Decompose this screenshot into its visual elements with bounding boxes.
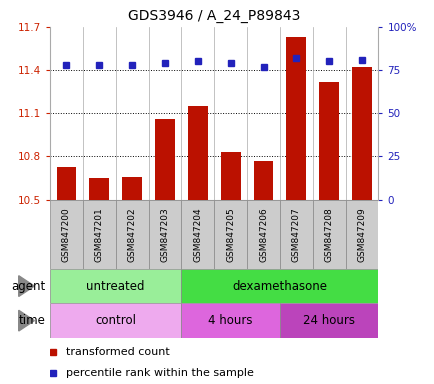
Text: GSM847205: GSM847205 bbox=[226, 207, 235, 262]
Text: GSM847207: GSM847207 bbox=[291, 207, 300, 262]
Text: GSM847206: GSM847206 bbox=[258, 207, 267, 262]
Text: dexamethasone: dexamethasone bbox=[232, 280, 327, 293]
Bar bbox=[345, 200, 378, 269]
Bar bbox=[115, 200, 148, 269]
Text: transformed count: transformed count bbox=[66, 347, 170, 358]
Bar bbox=[50, 200, 82, 269]
Bar bbox=[352, 67, 371, 200]
Text: GSM847200: GSM847200 bbox=[62, 207, 71, 262]
Polygon shape bbox=[19, 310, 34, 331]
Bar bbox=[319, 81, 338, 200]
Bar bbox=[214, 200, 247, 269]
Bar bbox=[155, 119, 174, 200]
Bar bbox=[82, 200, 115, 269]
Text: GSM847209: GSM847209 bbox=[357, 207, 366, 262]
Bar bbox=[220, 152, 240, 200]
Text: GSM847203: GSM847203 bbox=[160, 207, 169, 262]
Text: agent: agent bbox=[11, 280, 46, 293]
Text: percentile rank within the sample: percentile rank within the sample bbox=[66, 367, 254, 377]
Bar bbox=[253, 161, 273, 200]
Bar bbox=[181, 269, 378, 303]
Bar bbox=[50, 269, 181, 303]
Text: GSM847202: GSM847202 bbox=[127, 207, 136, 262]
Bar bbox=[279, 200, 312, 269]
Text: 24 hours: 24 hours bbox=[302, 314, 355, 327]
Polygon shape bbox=[19, 276, 34, 296]
Text: GSM847204: GSM847204 bbox=[193, 207, 202, 262]
Bar bbox=[181, 303, 279, 338]
Text: GSM847201: GSM847201 bbox=[95, 207, 104, 262]
Bar bbox=[187, 106, 207, 200]
Bar bbox=[148, 200, 181, 269]
Text: 4 hours: 4 hours bbox=[208, 314, 252, 327]
Bar bbox=[89, 178, 109, 200]
Text: GSM847208: GSM847208 bbox=[324, 207, 333, 262]
Bar bbox=[50, 303, 181, 338]
Bar bbox=[181, 200, 214, 269]
Text: time: time bbox=[19, 314, 46, 327]
Bar bbox=[122, 177, 141, 200]
Text: untreated: untreated bbox=[86, 280, 145, 293]
Bar bbox=[247, 200, 279, 269]
Bar bbox=[286, 37, 306, 200]
Bar bbox=[312, 200, 345, 269]
Text: control: control bbox=[95, 314, 136, 327]
Bar bbox=[279, 303, 378, 338]
Title: GDS3946 / A_24_P89843: GDS3946 / A_24_P89843 bbox=[128, 9, 300, 23]
Bar bbox=[56, 167, 76, 200]
